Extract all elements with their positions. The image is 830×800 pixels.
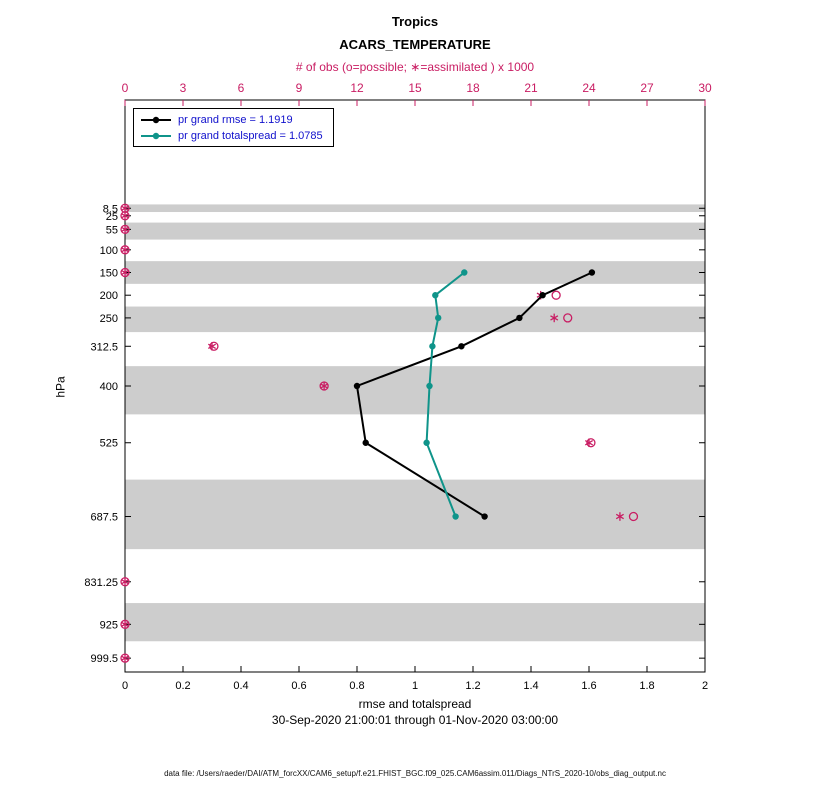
totalspread-point — [432, 292, 439, 299]
obs-tick-label: 18 — [466, 81, 480, 95]
rmse-line-sample — [141, 116, 171, 123]
legend-label-rmse: pr grand rmse = 1.1919 — [178, 113, 293, 126]
assimilated-asterisk-marker — [120, 247, 130, 253]
rmse-point — [458, 343, 465, 350]
possible-circle-marker — [563, 313, 573, 323]
shaded-band — [125, 366, 705, 415]
y-tick-label: 150 — [100, 268, 118, 280]
assimilated-asterisk-marker — [120, 621, 130, 628]
assimilated-asterisk-marker — [120, 579, 130, 585]
assimilated-asterisk-marker — [120, 205, 130, 211]
obs-tick-label: 6 — [238, 81, 245, 95]
x-tick-label: 1.8 — [639, 680, 654, 692]
x-tick-label: 1.2 — [465, 680, 480, 692]
rmse-sample-marker — [152, 116, 160, 123]
assimilated-asterisk-marker — [120, 269, 130, 276]
x-tick-label: 1.4 — [523, 680, 538, 692]
obs-axis-label: # of obs (o=possible; ∗=assimilated ) x … — [295, 60, 535, 74]
time-range: 30-Sep-2020 21:00:01 through 01-Nov-2020… — [271, 713, 559, 727]
totalspread-point — [435, 314, 442, 322]
possible-circle-marker — [120, 245, 130, 255]
y-tick-label: 925 — [100, 619, 118, 631]
legend-item-rmse: pr grand rmse = 1.1919 — [140, 113, 323, 126]
possible-circle-marker — [120, 211, 130, 221]
totalspread-point — [429, 343, 436, 350]
obs-tick-label: 3 — [180, 81, 187, 95]
obs-tick-label: 15 — [408, 81, 422, 95]
shaded-band — [125, 261, 705, 284]
x-tick-label: 2 — [702, 680, 708, 692]
obs-tick-label: 9 — [296, 81, 303, 95]
rmse-point — [481, 513, 488, 520]
assimilated-asterisk-marker — [120, 213, 130, 219]
variable-title: ACARS_TEMPERATURE — [339, 37, 491, 52]
shaded-band — [125, 603, 705, 642]
y-tick-label: 999.5 — [90, 653, 118, 665]
legend-box: pr grand rmse = 1.1919 pr grand totalspr… — [133, 108, 334, 147]
totalspread-line-sample — [141, 132, 171, 139]
possible-circle-marker — [120, 267, 130, 278]
obs-tick-label: 30 — [698, 81, 712, 95]
obs-tick-label: 27 — [640, 81, 654, 95]
assimilated-asterisk-marker — [550, 315, 559, 321]
y-tick-label: 25 — [106, 211, 118, 223]
assimilated-asterisk-marker — [120, 226, 130, 233]
totalspread-point — [423, 439, 430, 446]
possible-circle-marker — [120, 577, 130, 587]
rmse-point — [353, 382, 361, 390]
rmse-point — [539, 292, 546, 299]
possible-circle-marker — [319, 381, 329, 391]
y-tick-label: 8.5 — [103, 203, 118, 215]
shaded-band — [125, 306, 705, 333]
totalspread-point — [426, 382, 433, 390]
totalspread-sample-marker — [152, 132, 160, 139]
assimilated-asterisk-marker — [120, 655, 130, 661]
possible-circle-marker — [586, 438, 596, 448]
x-tick-label: 0 — [122, 680, 128, 692]
x-tick-label: 1 — [412, 680, 418, 692]
x-tick-label: 0.6 — [291, 680, 306, 692]
totalspread-point — [461, 269, 468, 276]
y-tick-label: 687.5 — [90, 512, 118, 524]
y-tick-label: 525 — [100, 438, 118, 450]
y-tick-label: 200 — [100, 290, 118, 302]
legend-item-totalspread: pr grand totalspread = 1.0785 — [140, 129, 323, 142]
y-tick-label: 400 — [100, 381, 118, 393]
rmse-point — [588, 269, 596, 276]
legend-label-totalspread: pr grand totalspread = 1.0785 — [178, 129, 323, 142]
obs-tick-label: 21 — [524, 81, 538, 95]
y-tick-label: 250 — [100, 313, 118, 325]
possible-circle-marker — [120, 619, 130, 629]
rmse-point — [362, 439, 369, 446]
obs-tick-label: 24 — [582, 81, 596, 95]
x-tick-label: 0.8 — [349, 680, 364, 692]
y-axis-label: hPa — [53, 376, 68, 398]
y-tick-label: 100 — [100, 245, 118, 257]
rmse-point — [516, 314, 523, 322]
assimilated-asterisk-marker — [615, 513, 624, 520]
possible-circle-marker — [120, 224, 130, 235]
region-title: Tropics — [391, 14, 439, 29]
possible-circle-marker — [551, 290, 561, 300]
assimilated-asterisk-marker — [320, 383, 329, 389]
y-tick-label: 831.25 — [84, 577, 118, 589]
y-tick-label: 312.5 — [90, 341, 118, 353]
obs-tick-label: 12 — [350, 81, 364, 95]
x-tick-label: 0.2 — [175, 680, 190, 692]
shaded-band — [125, 204, 705, 213]
shaded-band — [125, 222, 705, 240]
x-axis-label: rmse and totalspread — [358, 697, 472, 711]
y-tick-label: 55 — [106, 224, 118, 236]
obs-tick-label: 0 — [122, 81, 129, 95]
possible-circle-marker — [628, 511, 639, 522]
possible-circle-marker — [120, 653, 130, 663]
data-file-path: data file: /Users/raeder/DAI/ATM_forcXX/… — [164, 769, 666, 778]
x-tick-label: 1.6 — [581, 680, 596, 692]
possible-circle-marker — [209, 341, 219, 351]
x-tick-label: 0.4 — [233, 680, 248, 692]
shaded-band — [125, 479, 705, 550]
totalspread-point — [452, 513, 459, 520]
